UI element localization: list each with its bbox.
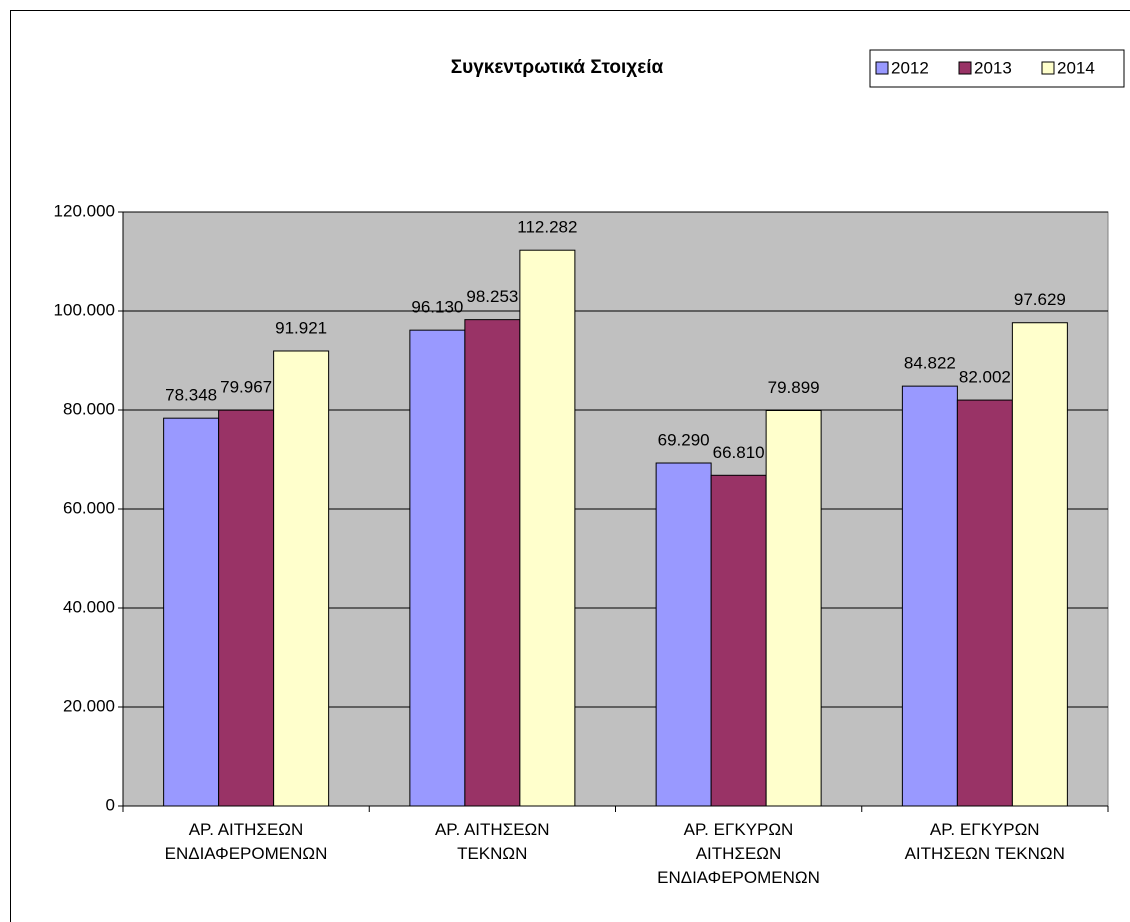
- y-tick-label: 120.000: [54, 201, 115, 220]
- bar: [901, 385, 958, 807]
- bar: [464, 319, 521, 807]
- y-tick-label: 0: [106, 795, 115, 814]
- x-tick-label: ΑΡ. ΕΓΚΥΡΩΝ ΑΙΤΗΣΕΩΝ ΤΕΚΝΩΝ: [904, 820, 1065, 863]
- data-label: 97.629: [1014, 290, 1066, 309]
- x-tick-label: ΑΡ. ΑΙΤΗΣΕΩΝ ΤΕΚΝΩΝ: [434, 820, 550, 863]
- bar: [409, 329, 466, 807]
- legend-label: 2012: [891, 58, 929, 77]
- data-label: 79.967: [220, 378, 272, 397]
- bar: [710, 474, 767, 807]
- legend-box: [869, 49, 1125, 88]
- y-tick-label: 40.000: [63, 597, 115, 616]
- bar: [655, 462, 712, 807]
- data-label: 84.822: [904, 354, 956, 373]
- data-label: 96.130: [411, 298, 463, 317]
- data-label: 112.282: [517, 218, 577, 237]
- y-tick-label: 100.000: [54, 300, 115, 319]
- data-label: 66.810: [713, 443, 765, 462]
- data-label: 82.002: [959, 368, 1011, 387]
- x-tick-label: ΑΡ. ΑΙΤΗΣΕΩΝ ΕΝΔΙΑΦΕΡΟΜΕΝΩΝ: [164, 820, 328, 863]
- y-tick-label: 60.000: [63, 498, 115, 517]
- y-tick-label: 80.000: [63, 399, 115, 418]
- legend-swatch: [875, 61, 889, 75]
- bar: [273, 350, 330, 807]
- bar: [163, 417, 220, 807]
- bar: [956, 399, 1013, 807]
- bar: [1011, 322, 1068, 807]
- x-tick-label: ΑΡ. ΕΓΚΥΡΩΝ ΑΙΤΗΣΕΩΝ ΕΝΔΙΑΦΕΡΟΜΕΝΩΝ: [657, 820, 820, 887]
- legend-swatch: [958, 61, 972, 75]
- legend-label: 2014: [1057, 58, 1095, 77]
- legend-swatch: [1041, 61, 1055, 75]
- bar: [218, 409, 275, 807]
- y-tick-label: 20.000: [63, 696, 115, 715]
- data-label: 78.348: [165, 386, 217, 405]
- data-label: 91.921: [275, 318, 327, 337]
- data-label: 79.899: [768, 378, 820, 397]
- bar: [765, 409, 822, 807]
- bar: [519, 249, 576, 807]
- data-label: 69.290: [658, 430, 710, 449]
- legend-label: 2013: [974, 58, 1012, 77]
- data-label: 98.253: [466, 287, 518, 306]
- chart-title: Συγκεντρωτικά Στοιχεία: [451, 57, 664, 78]
